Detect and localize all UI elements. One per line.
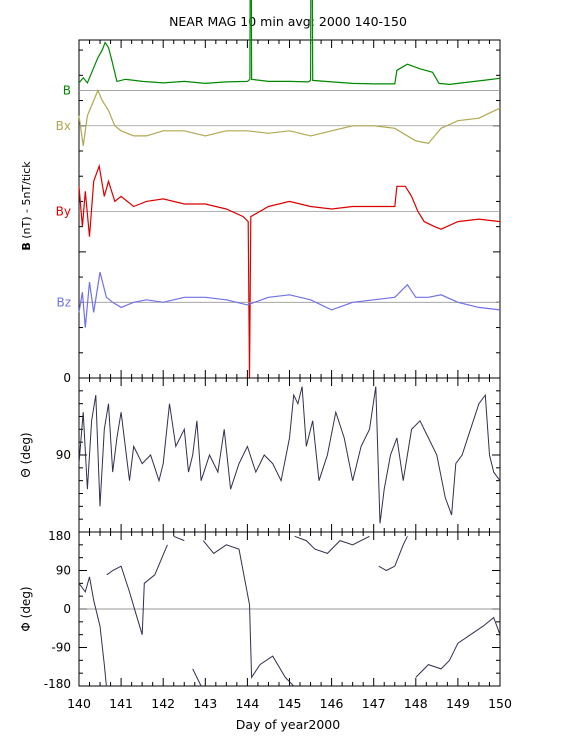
phi-y-tick-label: -180 xyxy=(44,677,71,691)
series-label-bz: Bz xyxy=(56,295,71,309)
x-tick-label: 147 xyxy=(362,696,386,711)
phi-series-line xyxy=(192,668,202,687)
phi-series-line xyxy=(378,536,408,572)
phi-y-tick-label: -90 xyxy=(51,641,71,655)
phi-series-line xyxy=(78,576,107,687)
x-tick-label: 140 xyxy=(67,696,91,711)
phi-series-line xyxy=(415,616,501,678)
field-y-axis-label-units: (nT) - 5nT/tick xyxy=(20,161,33,243)
series-label-bx: Bx xyxy=(56,119,71,133)
series-line-bz xyxy=(78,271,501,328)
field-y-tick-label: 0 xyxy=(63,371,71,385)
series-label-by: By xyxy=(56,205,71,219)
phi-series-line xyxy=(294,535,370,554)
theta-panel: 90 xyxy=(56,377,501,533)
series-line-by xyxy=(78,163,501,379)
field-panel: 0 B Bx By Bz xyxy=(56,0,501,385)
x-axis: 140 141 142 143 144 145 146 147 148 149 150 xyxy=(67,696,512,711)
theta-series-line xyxy=(78,386,501,524)
phi-y-tick-label: 90 xyxy=(56,564,71,578)
phi-y-tick-label: 0 xyxy=(63,602,71,616)
x-tick-label: 149 xyxy=(446,696,470,711)
phi-y-axis-label: Φ (deg) xyxy=(19,586,33,631)
series-line-bx xyxy=(78,88,501,146)
field-y-axis-label: B (nT) - 5nT/tick xyxy=(20,161,33,251)
x-tick-label: 141 xyxy=(109,696,133,711)
x-tick-label: 145 xyxy=(278,696,302,711)
x-tick-label: 148 xyxy=(404,696,428,711)
phi-series-line xyxy=(173,535,185,542)
series-label-b: B xyxy=(63,83,71,97)
x-tick-label: 144 xyxy=(235,696,259,711)
x-tick-label: 146 xyxy=(320,696,344,711)
theta-y-tick-label: 90 xyxy=(56,448,71,462)
theta-y-axis-label: Θ (deg) xyxy=(19,432,33,477)
field-y-axis-label-symbol: B xyxy=(20,242,33,250)
x-tick-label: 150 xyxy=(488,696,512,711)
phi-series-line xyxy=(106,544,168,635)
x-axis-label: Day of year2000 xyxy=(236,717,340,732)
x-tick-label: 142 xyxy=(151,696,175,711)
chart-title: NEAR MAG 10 min avg: 2000 140-150 xyxy=(169,14,407,29)
series-line-b xyxy=(78,0,501,86)
phi-series-line xyxy=(202,540,295,687)
phi-y-tick-label: 180 xyxy=(48,529,71,543)
x-tick-label: 143 xyxy=(193,696,217,711)
phi-panel: 180 90 0 -90 -180 xyxy=(44,529,501,691)
